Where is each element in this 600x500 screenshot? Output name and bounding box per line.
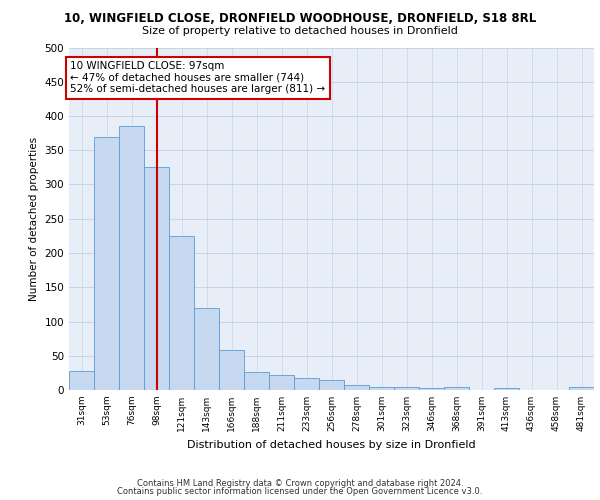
Bar — [394, 388, 419, 390]
Bar — [194, 308, 219, 390]
Bar — [369, 386, 394, 390]
Bar — [569, 386, 594, 390]
Bar — [344, 385, 369, 390]
Bar — [69, 371, 94, 390]
Text: Contains HM Land Registry data © Crown copyright and database right 2024.: Contains HM Land Registry data © Crown c… — [137, 478, 463, 488]
Bar — [144, 168, 169, 390]
Bar — [244, 372, 269, 390]
Bar — [494, 388, 519, 390]
Bar — [269, 375, 294, 390]
Text: 10, WINGFIELD CLOSE, DRONFIELD WOODHOUSE, DRONFIELD, S18 8RL: 10, WINGFIELD CLOSE, DRONFIELD WOODHOUSE… — [64, 12, 536, 24]
Bar — [119, 126, 144, 390]
Y-axis label: Number of detached properties: Number of detached properties — [29, 136, 39, 301]
Bar — [319, 380, 344, 390]
Bar — [444, 388, 469, 390]
Bar — [294, 378, 319, 390]
Bar — [169, 236, 194, 390]
Text: Contains public sector information licensed under the Open Government Licence v3: Contains public sector information licen… — [118, 487, 482, 496]
Text: Size of property relative to detached houses in Dronfield: Size of property relative to detached ho… — [142, 26, 458, 36]
Bar — [94, 136, 119, 390]
Bar — [419, 388, 444, 390]
X-axis label: Distribution of detached houses by size in Dronfield: Distribution of detached houses by size … — [187, 440, 476, 450]
Bar — [219, 350, 244, 390]
Text: 10 WINGFIELD CLOSE: 97sqm
← 47% of detached houses are smaller (744)
52% of semi: 10 WINGFIELD CLOSE: 97sqm ← 47% of detac… — [70, 61, 325, 94]
